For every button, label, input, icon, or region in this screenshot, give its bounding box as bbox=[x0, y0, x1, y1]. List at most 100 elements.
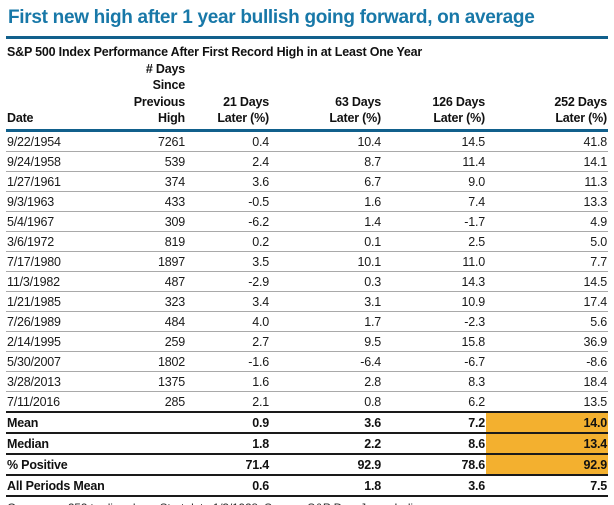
cell-date: 9/22/1954 bbox=[6, 130, 124, 152]
cell-d21: 0.9 bbox=[186, 411, 270, 433]
cell-days-since: 819 bbox=[124, 231, 186, 252]
table-body: 9/22/1954 7261 0.4 10.4 14.5 41.8 9/24/1958 539… bbox=[6, 130, 608, 497]
column-header-252-days: 252 Days Later (%) bbox=[486, 60, 608, 132]
cell-d21: 4.0 bbox=[186, 311, 270, 332]
title-divider bbox=[6, 36, 608, 39]
column-header-line1: 252 Days bbox=[554, 94, 607, 109]
cell-days-since: 1897 bbox=[124, 251, 186, 272]
summary-row: All Periods Mean 0.6 1.8 3.6 7.5 bbox=[6, 474, 608, 497]
table-row: 3/28/2013 1375 1.6 2.8 8.3 18.4 bbox=[6, 371, 608, 392]
cell-d21: -0.5 bbox=[186, 191, 270, 212]
cell-d126: -1.7 bbox=[382, 211, 486, 232]
cell-days-since: 539 bbox=[124, 151, 186, 172]
cell-d252: 17.4 bbox=[486, 291, 608, 312]
summary-row: Mean 0.9 3.6 7.2 14.0 bbox=[6, 411, 608, 433]
cell-d252: 11.3 bbox=[486, 171, 608, 192]
cell-days-since: 374 bbox=[124, 171, 186, 192]
table-row: 9/22/1954 7261 0.4 10.4 14.5 41.8 bbox=[6, 130, 608, 152]
cell-d63: 2.8 bbox=[270, 371, 382, 392]
summary-row: Median 1.8 2.2 8.6 13.4 bbox=[6, 432, 608, 454]
table-title: S&P 500 Index Performance After First Re… bbox=[7, 45, 423, 59]
table-row: 7/11/2016 285 2.1 0.8 6.2 13.5 bbox=[6, 391, 608, 413]
cell-d126: 14.5 bbox=[382, 130, 486, 152]
cell-d63: 8.7 bbox=[270, 151, 382, 172]
cell-d252: 7.5 bbox=[486, 474, 608, 497]
summary-label: % Positive bbox=[6, 453, 124, 475]
summary-label: Median bbox=[6, 432, 124, 454]
cell-d63: 1.7 bbox=[270, 311, 382, 332]
cell-date: 9/3/1963 bbox=[6, 191, 124, 212]
cell-date: 7/11/2016 bbox=[6, 391, 124, 413]
column-header-126-days: 126 Days Later (%) bbox=[382, 60, 486, 132]
cell-d63: 92.9 bbox=[270, 453, 382, 475]
column-header-line2: Later (%) bbox=[433, 110, 485, 125]
cell-d21: -6.2 bbox=[186, 211, 270, 232]
column-header-line1: # Days Since bbox=[145, 62, 185, 93]
cell-d252: 36.9 bbox=[486, 331, 608, 352]
cell-d63: 2.2 bbox=[270, 432, 382, 454]
cell-d21: -2.9 bbox=[186, 271, 270, 292]
cell-d21: 71.4 bbox=[186, 453, 270, 475]
cell-d252: 92.9 bbox=[486, 453, 608, 475]
table-row: 1/27/1961 374 3.6 6.7 9.0 11.3 bbox=[6, 171, 608, 192]
cell-d21: 1.6 bbox=[186, 371, 270, 392]
column-header-line1: 21 Days bbox=[223, 94, 269, 109]
cell-d252: 14.1 bbox=[486, 151, 608, 172]
cell-d252: 13.4 bbox=[486, 432, 608, 454]
column-header-line1: 63 Days bbox=[335, 94, 381, 109]
column-header-21-days: 21 Days Later (%) bbox=[186, 60, 270, 132]
cell-d21: 3.4 bbox=[186, 291, 270, 312]
column-header-date: Date bbox=[6, 60, 124, 132]
cell-d21: 0.2 bbox=[186, 231, 270, 252]
column-header-line1: 126 Days bbox=[432, 94, 485, 109]
cell-d126: 7.2 bbox=[382, 411, 486, 433]
cell-d252: 13.5 bbox=[486, 391, 608, 413]
column-header-line2: Later (%) bbox=[217, 110, 269, 125]
table-row: 9/24/1958 539 2.4 8.7 11.4 14.1 bbox=[6, 151, 608, 172]
table-row: 9/3/1963 433 -0.5 1.6 7.4 13.3 bbox=[6, 191, 608, 212]
cell-d21: 2.7 bbox=[186, 331, 270, 352]
cell-d252: 5.0 bbox=[486, 231, 608, 252]
cell-days-since bbox=[124, 453, 186, 475]
cell-date: 11/3/1982 bbox=[6, 271, 124, 292]
cell-d63: 3.1 bbox=[270, 291, 382, 312]
cell-d63: 1.6 bbox=[270, 191, 382, 212]
cell-d21: 2.4 bbox=[186, 151, 270, 172]
cell-date: 3/6/1972 bbox=[6, 231, 124, 252]
cell-d63: 6.7 bbox=[270, 171, 382, 192]
column-header-line2: Previous High bbox=[133, 94, 185, 125]
cell-days-since: 487 bbox=[124, 271, 186, 292]
cell-d252: 13.3 bbox=[486, 191, 608, 212]
cell-date: 3/28/2013 bbox=[6, 371, 124, 392]
column-header-line2: Date bbox=[7, 110, 34, 125]
cell-days-since bbox=[124, 432, 186, 454]
cell-date: 2/14/1995 bbox=[6, 331, 124, 352]
cell-d63: 3.6 bbox=[270, 411, 382, 433]
cell-d126: 7.4 bbox=[382, 191, 486, 212]
cell-days-since: 7261 bbox=[124, 130, 186, 152]
cell-d21: 3.5 bbox=[186, 251, 270, 272]
table-row: 7/17/1980 1897 3.5 10.1 11.0 7.7 bbox=[6, 251, 608, 272]
cell-d252: 41.8 bbox=[486, 130, 608, 152]
cell-d252: 14.5 bbox=[486, 271, 608, 292]
header-row: Date # Days Since Previous High 21 Days … bbox=[6, 60, 608, 132]
cell-d63: 0.8 bbox=[270, 391, 382, 413]
cell-d126: 15.8 bbox=[382, 331, 486, 352]
column-header-63-days: 63 Days Later (%) bbox=[270, 60, 382, 132]
cell-date: 9/24/1958 bbox=[6, 151, 124, 172]
cell-d252: -8.6 bbox=[486, 351, 608, 372]
cell-d252: 4.9 bbox=[486, 211, 608, 232]
cell-days-since: 285 bbox=[124, 391, 186, 413]
cell-date: 1/21/1985 bbox=[6, 291, 124, 312]
cell-d126: 11.0 bbox=[382, 251, 486, 272]
cell-d21: 1.8 bbox=[186, 432, 270, 454]
column-header-line2: Later (%) bbox=[555, 110, 607, 125]
cell-d126: 11.4 bbox=[382, 151, 486, 172]
cell-date: 5/4/1967 bbox=[6, 211, 124, 232]
cell-d63: 0.1 bbox=[270, 231, 382, 252]
table-row: 11/3/1982 487 -2.9 0.3 14.3 14.5 bbox=[6, 271, 608, 292]
summary-label: Mean bbox=[6, 411, 124, 433]
cell-d126: 8.3 bbox=[382, 371, 486, 392]
cell-d63: 10.4 bbox=[270, 130, 382, 152]
cell-d252: 14.0 bbox=[486, 411, 608, 433]
